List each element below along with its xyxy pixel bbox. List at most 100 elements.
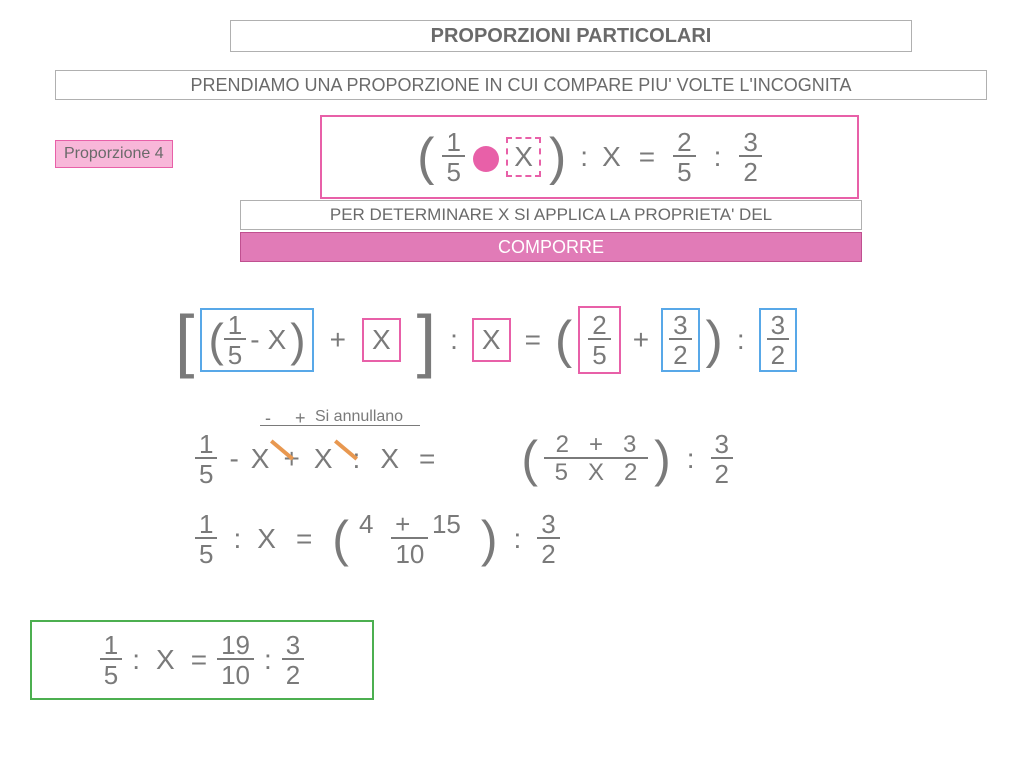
main-equation: ( 1 5 - X ) : X = 2 5 : 3 2: [417, 127, 762, 187]
num: 1: [442, 129, 464, 155]
num: 3: [282, 632, 304, 658]
frac-1-5: 1 5: [100, 632, 122, 688]
prop-label-text: Proporzione 4: [64, 145, 164, 162]
eq: =: [405, 443, 449, 475]
equation-row-2: 1 5 - X + X : X = ( 2 + 3 5 X 2 ) : 3 2: [195, 430, 733, 488]
pink-box-2-5: 2 5: [578, 306, 620, 374]
num: 1: [195, 431, 217, 457]
pink-box-x2: X: [472, 318, 511, 362]
subtitle-text: PRENDIAMO UNA PROPORZIONE IN CUI COMPARE…: [191, 75, 852, 95]
num: 3: [739, 129, 761, 155]
rparen: ): [549, 127, 566, 187]
colon: :: [223, 523, 251, 555]
lparen2: (: [555, 310, 572, 370]
frac-1-5: 1 5: [195, 511, 217, 567]
frac: 3 2: [669, 312, 691, 368]
den: 5: [195, 457, 217, 487]
annullano-line: [260, 425, 420, 426]
den: 5: [224, 338, 246, 368]
x: X: [264, 324, 291, 356]
x: X: [380, 443, 399, 475]
rbracket: ]: [407, 300, 436, 380]
colon: :: [442, 324, 466, 356]
num: 2: [673, 129, 695, 155]
num-row: 2 + 3: [545, 433, 647, 457]
main-equation-box: ( 1 5 - X ) : X = 2 5 : 3 2: [320, 115, 859, 199]
title-text: PROPORZIONI PARTICOLARI: [431, 25, 712, 47]
colon2: :: [677, 443, 705, 475]
frac-3-2: 3 2: [711, 431, 733, 487]
num: 2: [588, 312, 610, 338]
annullano-label: Si annullano: [315, 408, 403, 426]
equation-row-3: 1 5 : X = ( 4 + 15 10 ) : 3 2: [195, 510, 560, 568]
den: 5: [195, 537, 217, 567]
title-box: PROPORZIONI PARTICOLARI: [230, 20, 912, 52]
den: 2: [669, 338, 691, 368]
result-box: 1 5 : X = 19 10 : 3 2: [30, 620, 374, 700]
den: 2: [767, 338, 789, 368]
lparen: (: [417, 127, 434, 187]
frac: 1 5: [224, 312, 246, 368]
plus-x: X: [314, 443, 333, 475]
info-text: PER DETERMINARE X SI APPLICA LA PROPRIET…: [330, 205, 772, 224]
colon2: :: [504, 523, 532, 555]
frac: 2 5: [588, 312, 610, 368]
rparen: ): [290, 313, 305, 367]
colon: :: [574, 141, 594, 173]
frac-2-5: 2 5: [673, 129, 695, 185]
x-sym: X: [602, 141, 621, 173]
den: 2: [711, 457, 733, 487]
num: 3: [669, 312, 691, 338]
lparen: (: [208, 313, 223, 367]
minus: -: [223, 443, 244, 475]
x-text: X: [514, 141, 533, 172]
colon2: :: [264, 644, 272, 676]
frac-3-2: 3 2: [739, 129, 761, 185]
num: 1: [224, 312, 246, 338]
lparen: (: [332, 510, 349, 568]
result-eq: 1 5 : X = 19 10 : 3 2: [100, 632, 304, 688]
eq: =: [517, 324, 549, 356]
rhs-frac: 4 + 15 10: [355, 511, 465, 567]
x: X: [482, 324, 501, 356]
den: 10: [391, 537, 428, 567]
minus-x: X: [251, 443, 270, 475]
den: 2: [282, 658, 304, 688]
x: X: [150, 644, 181, 676]
rparen: ): [654, 430, 671, 488]
eq: =: [191, 644, 207, 676]
frac-1-5: 1 5: [195, 431, 217, 487]
comporre-text: COMPORRE: [498, 237, 604, 257]
minus: -: [246, 324, 263, 356]
x-dashed: X: [506, 137, 541, 177]
frac-19-10: 19 10: [217, 632, 254, 688]
frac-3-2: 3 2: [282, 632, 304, 688]
colon2: :: [704, 141, 732, 173]
den: 5: [100, 658, 122, 688]
frac-3-2: 3 2: [537, 511, 559, 567]
lparen: (: [521, 430, 538, 488]
den: 5: [588, 338, 610, 368]
highlight-dot: [473, 146, 499, 172]
txt: Si annullano: [315, 408, 403, 425]
num: 3: [767, 312, 789, 338]
comporre-box: COMPORRE: [240, 232, 862, 262]
blue-box-3-2: 3 2: [661, 308, 699, 372]
lbracket: [: [175, 300, 194, 380]
x: X: [372, 324, 391, 356]
num: 19: [217, 632, 254, 658]
plus2: +: [627, 324, 655, 356]
x: X: [257, 523, 276, 555]
den: 10: [217, 658, 254, 688]
equation-row-1: [ ( 1 5 - X ) + X ] : X = ( 2 5 + 3 2 ) …: [175, 300, 797, 380]
den-row: 5 X 2: [544, 457, 648, 485]
frac: 3 2: [767, 312, 789, 368]
blue-box-lhs: ( 1 5 - X ): [200, 308, 313, 372]
eq-sign: =: [629, 141, 665, 173]
num: 1: [195, 511, 217, 537]
den: 2: [739, 155, 761, 185]
frac-1-5: 1 5: [442, 129, 464, 185]
pink-box-x1: X: [362, 318, 401, 362]
den: 2: [537, 537, 559, 567]
colon2: :: [729, 324, 753, 356]
